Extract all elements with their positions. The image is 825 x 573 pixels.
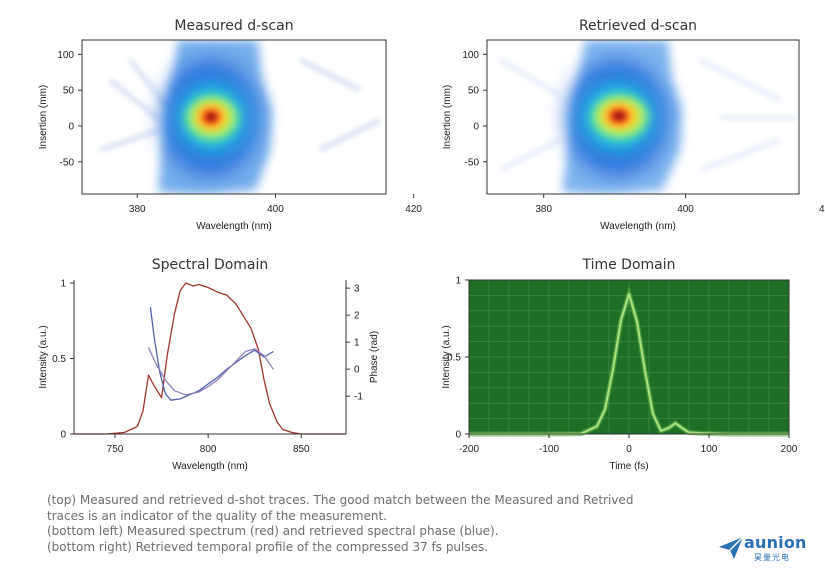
y-tick-label: -50: [60, 157, 75, 168]
caption-line: traces is an indicator of the quality of…: [47, 508, 388, 523]
x-tick-label: 800: [200, 444, 217, 455]
retrieved-ylabel: Insertion (mm): [442, 85, 453, 149]
y-tick-label: 0: [60, 430, 66, 441]
y-tick-label: 50: [468, 86, 480, 97]
retrieved-dscan-title: Retrieved d-scan: [579, 18, 697, 34]
spectral-y-axis: 00.51: [52, 279, 74, 441]
x-tick-label: 850: [293, 444, 310, 455]
y-tick-label: 100: [57, 50, 74, 61]
y-tick-label: 100: [462, 50, 479, 61]
x-tick-label: 420: [819, 204, 825, 215]
x-tick-label: 400: [267, 204, 284, 215]
y-tick-label: 50: [63, 86, 75, 97]
time-y-axis: 00.51: [447, 276, 469, 441]
spectral-series: [74, 282, 346, 435]
measured-dscan-panel: Measured d-scan 380 400 420 100 50 0 -50 Wave…: [38, 18, 422, 232]
y-tick-label: -50: [465, 157, 480, 168]
phase-fit-line: [147, 347, 274, 396]
retrieved-x-axis: 380 400 420: [535, 194, 825, 215]
x-tick-label: 100: [701, 444, 718, 455]
x-tick-label: 420: [405, 204, 422, 215]
measured-ylabel: Insertion (mm): [38, 85, 49, 149]
x-tick-label: 0: [626, 444, 632, 455]
spectral-phase-axis: 3 2 1 0 -1: [346, 284, 363, 403]
x-tick-label: 380: [535, 204, 552, 215]
caption-line: (bottom right) Retrieved temporal profil…: [47, 539, 489, 554]
measured-y-axis: 100 50 0 -50: [57, 50, 82, 168]
x-tick-label: 380: [129, 204, 146, 215]
retrieved-heatmap: [499, 40, 799, 194]
measured-heatmap: [99, 40, 381, 194]
caption-line: (top) Measured and retrieved d-shot trac…: [47, 493, 634, 507]
measured-xlabel: Wavelength (nm): [196, 221, 272, 232]
spectral-plot-area: [74, 280, 346, 434]
spectral-y2label: Phase (rad): [369, 331, 380, 383]
caption-line: (bottom left) Measured spectrum (red) an…: [47, 524, 499, 538]
y-tick-label: 0.5: [52, 354, 66, 365]
retrieved-xlabel: Wavelength (nm): [600, 221, 676, 232]
y2-tick-label: 2: [354, 311, 360, 322]
time-series: [469, 285, 789, 437]
spectral-title: Spectral Domain: [152, 257, 269, 273]
spectral-xlabel: Wavelength (nm): [172, 461, 248, 472]
logo-subtitle: 昊量光电: [754, 553, 790, 562]
spectrum-line: [74, 282, 346, 435]
phase-line: [149, 306, 274, 401]
time-title: Time Domain: [581, 257, 675, 273]
y2-tick-label: -1: [354, 392, 363, 403]
time-domain-panel: Time Domain -200 -100 0 100 200 00.51 Time (…: [441, 257, 798, 472]
y2-tick-label: 1: [354, 338, 360, 349]
x-tick-label: 200: [781, 444, 798, 455]
x-tick-label: -200: [459, 444, 479, 455]
y-tick-label: 0: [455, 430, 461, 441]
x-tick-label: -100: [539, 444, 559, 455]
retrieved-dscan-panel: Retrieved d-scan 380 400 420 100 50 0 -50 Wav…: [442, 18, 825, 232]
y-tick-label: 0: [68, 121, 74, 132]
y-tick-label: 0: [473, 121, 479, 132]
pulse-line: [469, 292, 789, 436]
time-ylabel: Intensity (a.u.): [441, 325, 452, 388]
y-tick-label: 1: [60, 279, 66, 290]
measured-x-axis: 380 400 420: [129, 194, 422, 215]
time-xlabel: Time (fs): [609, 461, 648, 472]
logo-text: aunion: [744, 533, 807, 552]
retrieved-y-axis: 100 50 0 -50: [462, 50, 487, 168]
y-tick-label: 1: [455, 276, 461, 287]
paper-plane-icon: [719, 536, 744, 559]
y2-tick-label: 3: [354, 284, 360, 295]
measured-frame: [81, 39, 387, 195]
x-tick-label: 750: [107, 444, 124, 455]
spectral-x-axis: 750 800 850: [107, 434, 310, 455]
y2-tick-label: 0: [354, 365, 360, 376]
x-tick-label: 400: [677, 204, 694, 215]
spectral-ylabel: Intensity (a.u.): [38, 325, 49, 388]
measured-dscan-title: Measured d-scan: [174, 18, 293, 34]
aunion-logo: aunion 昊量光电: [716, 533, 816, 566]
retrieved-frame: [486, 39, 800, 195]
time-x-axis: -200 -100 0 100 200: [459, 434, 798, 455]
figure-caption: (top) Measured and retrieved d-shot trac…: [47, 493, 747, 555]
y-tick-label: 0.5: [447, 353, 461, 364]
